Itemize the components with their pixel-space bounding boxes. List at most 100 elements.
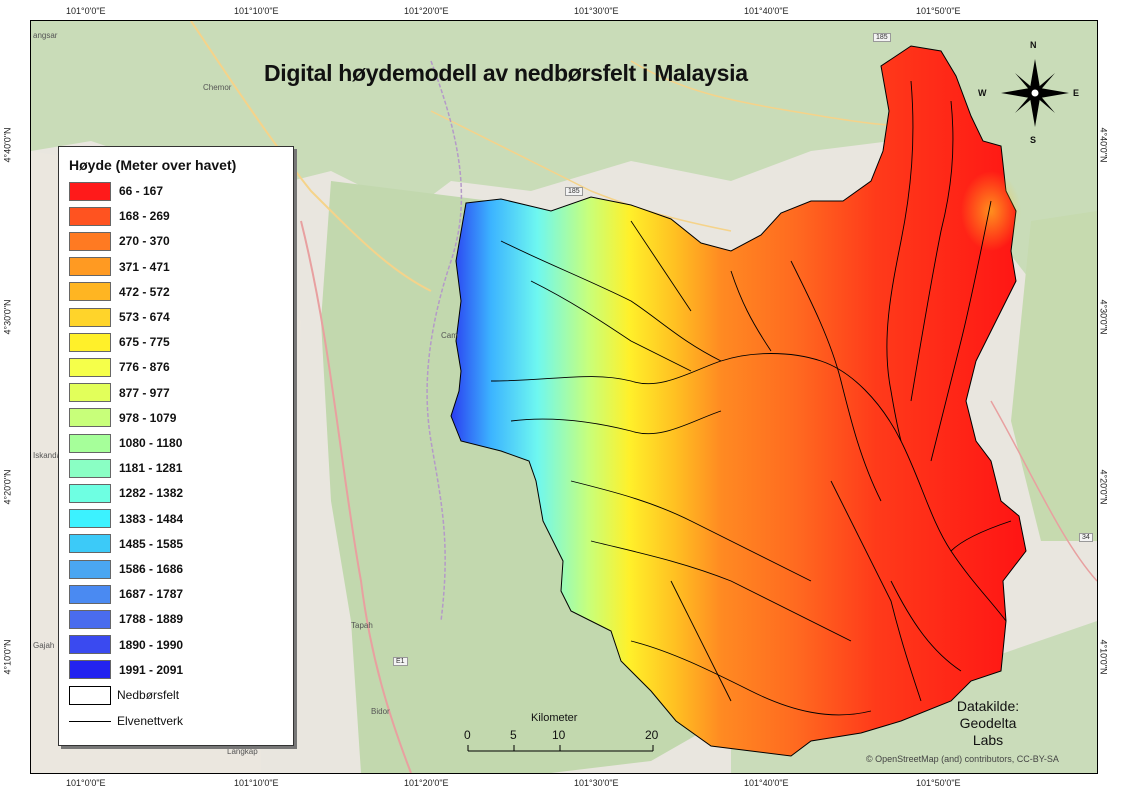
lon-tick-top-4: 101°30'0"E	[574, 6, 619, 16]
river-branch-7	[886, 80, 914, 442]
lat-tick-right-2: 4°30'0"N	[1098, 299, 1109, 335]
legend-class-label: 978 - 1079	[119, 410, 177, 425]
lat-tick-right-3: 4°20'0"N	[1098, 469, 1109, 505]
legend-class-label: 1687 - 1787	[119, 587, 184, 602]
legend-class: 1991 - 2091	[69, 660, 183, 680]
legend-class-label: 1991 - 2091	[119, 662, 184, 677]
legend-catchment: Nedbørsfelt	[69, 685, 179, 705]
legend-class-swatch	[69, 181, 111, 201]
lat-tick-right-4: 4°10'0"N	[1098, 639, 1109, 675]
lat-tick-right-1: 4°40'0"N	[1098, 127, 1109, 163]
dem-highland-glow	[961, 171, 1021, 251]
legend-title: Høyde (Meter over havet)	[69, 157, 237, 173]
legend-class: 1586 - 1686	[69, 559, 183, 579]
basemap-road-5	[990, 400, 1097, 582]
place-tapah: Tapah	[351, 621, 373, 630]
legend-panel: Høyde (Meter over havet) 66 - 167 168 - 2…	[58, 146, 294, 746]
legend-class-label: 877 - 977	[119, 385, 170, 400]
legend-class: 1383 - 1484	[69, 509, 183, 529]
legend-class: 371 - 471	[69, 257, 170, 277]
place-cam: Cam	[441, 331, 458, 340]
legend-class-label: 472 - 572	[119, 284, 170, 299]
legend-class-label: 776 - 876	[119, 360, 170, 375]
lat-tick-left-1: 4°40'0"N	[2, 127, 13, 163]
legend-class-swatch	[69, 458, 111, 478]
lon-tick-bottom-2: 101°10'0"E	[234, 778, 279, 788]
river-branch-15	[630, 220, 692, 312]
legend-catchment-swatch	[69, 685, 111, 705]
legend-class-swatch	[69, 534, 111, 554]
legend-class-label: 1890 - 1990	[119, 637, 184, 652]
river-branch-11	[730, 270, 772, 352]
legend-class: 168 - 269	[69, 206, 170, 226]
scalebar-unit: Kilometer	[531, 712, 578, 724]
lon-tick-bottom-5: 101°40'0"E	[744, 778, 789, 788]
basemap-boundary	[426, 60, 463, 622]
basemap-road-3	[430, 110, 732, 232]
road-shield-34: 34	[1079, 533, 1093, 542]
legend-class: 1485 - 1585	[69, 534, 183, 554]
river-branch-2	[530, 280, 692, 372]
legend-class-swatch	[69, 206, 111, 226]
legend-class-swatch	[69, 483, 111, 503]
place-bidor: Bidor	[371, 707, 390, 716]
legend-class: 1282 - 1382	[69, 483, 183, 503]
legend-class: 573 - 674	[69, 307, 170, 327]
place-gajah: Gajah	[33, 641, 55, 650]
legend-class-swatch	[69, 408, 111, 428]
lon-tick-bottom-1: 101°0'0"E	[66, 778, 106, 788]
lon-tick-top-6: 101°50'0"E	[916, 6, 961, 16]
river-branch-16	[830, 480, 922, 702]
river-branch-13	[670, 580, 732, 702]
legend-class: 270 - 370	[69, 231, 170, 251]
legend-class-label: 1485 - 1585	[119, 536, 184, 551]
scalebar-label-20: 20	[645, 728, 659, 742]
basemap-road-2	[190, 21, 432, 292]
river-branch-3	[510, 410, 722, 435]
road-shield-185-central: 185	[565, 187, 583, 196]
legend-class-label: 573 - 674	[119, 310, 170, 324]
river-branch-4	[570, 480, 812, 582]
legend-class-swatch	[69, 231, 111, 251]
legend-class-swatch	[69, 660, 111, 680]
legend-class: 877 - 977	[69, 383, 170, 403]
lon-tick-bottom-4: 101°30'0"E	[574, 778, 619, 788]
legend-class-label: 1383 - 1484	[119, 511, 184, 526]
river-branch-14	[890, 580, 962, 672]
legend-class-swatch	[69, 635, 111, 655]
legend-class: 675 - 775	[69, 332, 170, 352]
legend-class-label: 1586 - 1686	[119, 562, 184, 576]
place-angsar: angsar	[33, 31, 58, 40]
map-title: Digital høydemodell av nedbørsfelt i Mal…	[264, 60, 748, 86]
legend-class-swatch	[69, 307, 111, 327]
road-shield-e1: E1	[393, 657, 408, 666]
legend-class-label: 1788 - 1889	[119, 612, 184, 627]
compass-north-label: N	[1030, 40, 1037, 50]
scalebar-label-0: 0	[464, 728, 471, 742]
river-branch-1	[500, 240, 722, 362]
basemap-forest-north	[31, 21, 1097, 281]
lon-tick-bottom-6: 101°50'0"E	[916, 778, 961, 788]
legend-class-label: 66 - 167	[119, 184, 164, 198]
legend-class-label: 1181 - 1281	[119, 461, 183, 476]
legend-class-swatch	[69, 383, 111, 403]
data-source-line1: Datakilde: Geodelta	[956, 698, 1020, 731]
data-source-line2: Labs	[972, 732, 1004, 748]
legend-class-label: 168 - 269	[119, 209, 170, 224]
lon-tick-bottom-3: 101°20'0"E	[404, 778, 449, 788]
lat-tick-left-4: 4°10'0"N	[2, 639, 13, 675]
river-branch-8	[910, 100, 954, 402]
legend-class-swatch	[69, 584, 111, 604]
river-branch-6	[630, 640, 872, 716]
legend-catchment-label: Nedbørsfelt	[117, 688, 180, 702]
legend-class-swatch	[69, 433, 111, 453]
data-source: Datakilde: Geodelta Labs	[928, 698, 1048, 749]
compass-east-label: E	[1073, 88, 1080, 98]
basemap-forest-east	[1011, 211, 1097, 541]
river-branch-10	[790, 260, 882, 502]
river-network	[490, 80, 1012, 716]
legend-class-swatch	[69, 332, 111, 352]
place-iskanda: Iskanda	[33, 451, 62, 460]
legend-class-swatch	[69, 257, 111, 277]
compass-south-label: S	[1030, 135, 1037, 145]
